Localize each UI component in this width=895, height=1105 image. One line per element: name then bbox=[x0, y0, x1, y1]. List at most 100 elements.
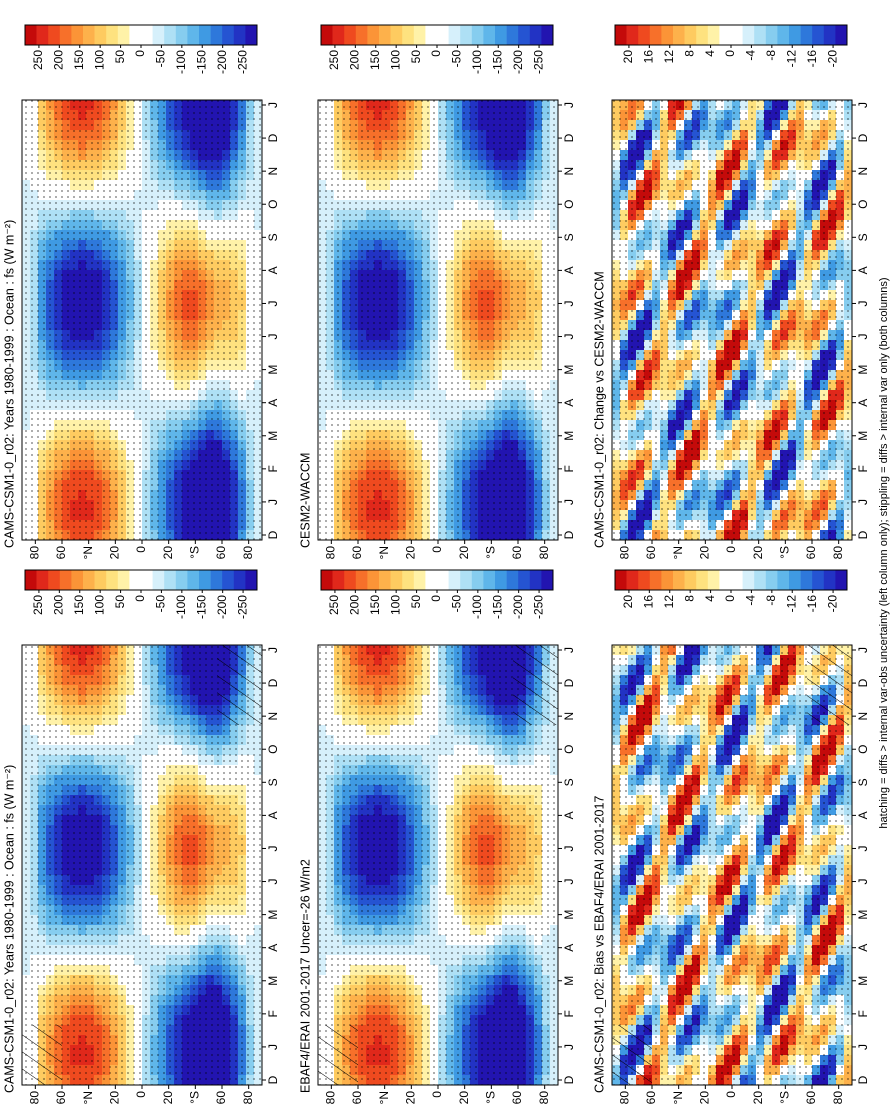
x-tick-label: A bbox=[562, 944, 576, 952]
colorbar-tick-label: 50 bbox=[113, 595, 127, 609]
colorbar-tick-label: -150 bbox=[194, 50, 208, 74]
x-tick-label: J bbox=[266, 647, 280, 653]
x-tick-label: M bbox=[266, 431, 280, 441]
colorbar-swatch bbox=[425, 570, 438, 590]
x-tick-label: A bbox=[266, 811, 280, 819]
colorbar-swatch bbox=[164, 570, 177, 590]
colorbar-swatch bbox=[332, 570, 345, 590]
x-tick-label: D bbox=[266, 133, 280, 142]
colorbar-swatch bbox=[344, 570, 357, 590]
colorbar-swatch bbox=[448, 570, 461, 590]
colorbar-swatch bbox=[187, 25, 200, 45]
x-tick-label: D bbox=[562, 1075, 576, 1084]
colorbar-tick-label: 150 bbox=[368, 595, 382, 615]
x-tick-label: D bbox=[266, 1075, 280, 1084]
y-tick-label: 0 bbox=[430, 1091, 444, 1098]
colorbar-swatch bbox=[129, 25, 142, 45]
x-tick-label: N bbox=[266, 167, 280, 176]
colorbar-swatch bbox=[529, 570, 542, 590]
colorbar-tick-label: -150 bbox=[194, 595, 208, 619]
colorbar-swatch bbox=[117, 570, 130, 590]
y-tick-label: 80 bbox=[324, 1091, 338, 1105]
colorbar-tick-label: 200 bbox=[52, 595, 66, 615]
y-tick-label: 60 bbox=[350, 1091, 364, 1105]
x-tick-label: M bbox=[266, 976, 280, 986]
hatching bbox=[318, 1025, 358, 1085]
colorbar-tick-label: 200 bbox=[348, 595, 362, 615]
panel-title: CAMS-CSM1-0_r02: Years 1980-1999 : Ocean… bbox=[2, 220, 16, 548]
x-tick-label: J bbox=[266, 499, 280, 505]
footnote: hatching = diffs > internal var-obs unce… bbox=[878, 277, 890, 828]
colorbar-tick-label: -200 bbox=[511, 595, 525, 619]
y-tick-label: 20 bbox=[108, 1091, 122, 1105]
x-tick-label: F bbox=[266, 465, 280, 472]
colorbar-tick-label: -100 bbox=[174, 50, 188, 74]
y-tick-label: 20 bbox=[404, 1091, 418, 1105]
colorbar-swatch bbox=[355, 570, 368, 590]
x-tick-label: O bbox=[266, 745, 280, 754]
colorbar-tick-label: 250 bbox=[327, 595, 341, 615]
x-tick-label: M bbox=[562, 976, 576, 986]
colorbar-tick-label: 150 bbox=[72, 50, 86, 70]
y-tick-label: 20 bbox=[161, 546, 175, 560]
colorbar-tick-label: -50 bbox=[154, 595, 168, 613]
colorbar-swatch bbox=[141, 570, 153, 590]
x-tick-label: F bbox=[266, 1010, 280, 1017]
x-tick-label: S bbox=[266, 233, 280, 241]
panel: CAMS-CSM1-0_r02: Years 1980-1999 : Ocean… bbox=[2, 569, 280, 1105]
colorbar-tick-label: 100 bbox=[92, 595, 106, 615]
y-tick-label: 60 bbox=[54, 1091, 68, 1105]
colorbar-tick-label: -250 bbox=[531, 595, 545, 619]
panel-title: CAMS-CSM1-0_r02: Years 1980-1999 : Ocean… bbox=[2, 765, 16, 1093]
colorbar-swatch bbox=[233, 570, 246, 590]
x-tick-label: A bbox=[266, 399, 280, 407]
x-tick-label: O bbox=[266, 200, 280, 209]
y-tick-label: °N bbox=[81, 1091, 95, 1104]
y-tick-label: 60 bbox=[214, 1091, 228, 1105]
x-tick-label: M bbox=[266, 910, 280, 920]
y-tick-label: °N bbox=[377, 1091, 391, 1104]
hatching bbox=[217, 645, 262, 725]
colorbar-swatch bbox=[222, 570, 235, 590]
y-tick-label: 20 bbox=[161, 1091, 175, 1105]
colorbar-tick-label: 0 bbox=[133, 50, 147, 57]
x-tick-label: N bbox=[562, 712, 576, 721]
hatching bbox=[22, 1025, 62, 1085]
x-tick-label: M bbox=[562, 910, 576, 920]
colorbar-tick-label: 0 bbox=[429, 595, 443, 602]
colorbar-swatch bbox=[152, 25, 165, 45]
colorbar-tick-label: 0 bbox=[133, 595, 147, 602]
rotated-frame: hatching = diffs > internal var-obs unce… bbox=[2, 24, 890, 1105]
x-tick-label: D bbox=[266, 678, 280, 687]
colorbar-swatch bbox=[541, 570, 554, 590]
colorbar-swatch bbox=[413, 570, 426, 590]
x-tick-label: S bbox=[562, 778, 576, 786]
colorbar-swatch bbox=[245, 25, 258, 45]
colorbar-tick-label: 250 bbox=[31, 595, 45, 615]
y-tick-label: °S bbox=[188, 546, 202, 559]
y-tick-label: 0 bbox=[134, 1091, 148, 1098]
colorbar-swatch bbox=[129, 570, 142, 590]
x-tick-label: A bbox=[562, 811, 576, 819]
colorbar-swatch bbox=[321, 570, 333, 590]
colorbar-swatch bbox=[36, 570, 49, 590]
x-tick-label: J bbox=[266, 845, 280, 851]
colorbar-tick-label: -50 bbox=[154, 50, 168, 68]
colorbar-tick-label: 100 bbox=[92, 50, 106, 70]
colorbar-swatch bbox=[71, 25, 84, 45]
colorbar-tick-label: -100 bbox=[174, 595, 188, 619]
hatching bbox=[513, 645, 558, 725]
x-tick-label: J bbox=[562, 647, 576, 653]
colorbar-swatch bbox=[402, 570, 415, 590]
colorbar-swatch bbox=[367, 570, 380, 590]
y-tick-label: 80 bbox=[241, 546, 255, 560]
colorbar-tick-label: -200 bbox=[215, 595, 229, 619]
y-tick-label: 80 bbox=[537, 1091, 551, 1105]
y-tick-label: 80 bbox=[28, 1091, 42, 1105]
y-tick-label: 0 bbox=[134, 546, 148, 553]
colorbar-swatch bbox=[141, 25, 153, 45]
colorbar-swatch bbox=[199, 570, 211, 590]
x-tick-label: N bbox=[266, 712, 280, 721]
colorbar-tick-label: -200 bbox=[215, 50, 229, 74]
